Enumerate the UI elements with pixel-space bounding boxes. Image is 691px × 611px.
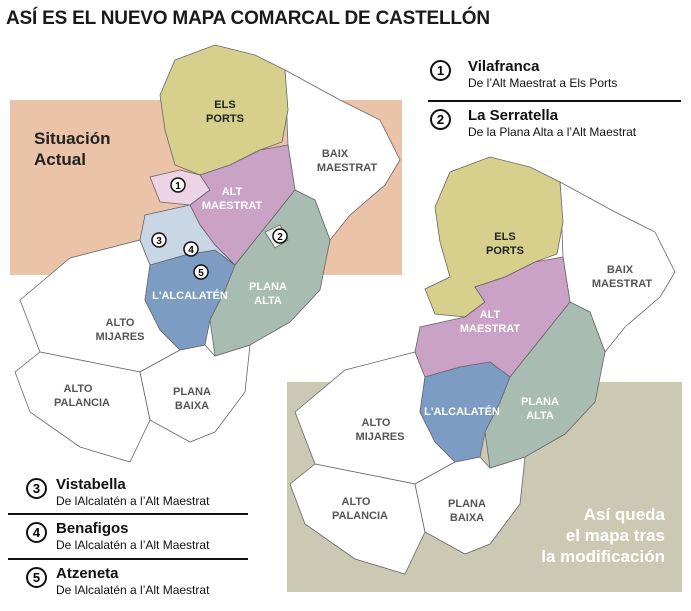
divider (428, 100, 681, 102)
region-alcalaten-new (419, 361, 511, 463)
divider (8, 513, 248, 515)
label-alt-maestrat: ALT (222, 186, 243, 198)
legend-desc: De l’Alt Maestrat a Els Ports (468, 76, 618, 90)
result-label-line-3: la modificación (541, 547, 665, 566)
label-plana-alta-new-2: ALTA (526, 410, 554, 422)
legend-desc: De lAlcalatén a l’Alt Maestrat (56, 583, 210, 597)
marker-2-num: 2 (277, 232, 283, 243)
label-els-ports-2: PORTS (206, 113, 244, 125)
label-baix-maestrat: BAIX (322, 148, 349, 160)
legend-number: 2 (430, 109, 451, 130)
label-alt-maestrat-2: MAESTRAT (202, 200, 263, 212)
current-label: Situación Actual (34, 128, 111, 170)
result-label: Así queda el mapa tras la modificación (541, 504, 665, 567)
label-alcalaten: L'ALCALATÉN (152, 289, 228, 302)
legend-name: Vistabella (56, 476, 126, 493)
marker-1: 1 (170, 177, 186, 193)
result-label-line-1: Así queda (583, 505, 665, 524)
marker-3-num: 3 (156, 236, 162, 247)
label-plana-baixa-new: PLANA (448, 498, 486, 510)
label-alt-maestrat-new-2: MAESTRAT (460, 323, 521, 335)
label-baix-maestrat-new: BAIX (607, 264, 634, 276)
legend-number: 4 (26, 522, 47, 543)
region-vistabella-benafigos-atzeneta (139, 204, 236, 266)
label-els-ports-new: ELS (494, 231, 515, 243)
label-alto-mijares-new-2: MIJARES (356, 431, 405, 443)
label-alto-palancia: ALTO (64, 383, 93, 395)
marker-1-num: 1 (175, 181, 181, 192)
label-alto-palancia-2: PALANCIA (54, 397, 110, 409)
label-plana-baixa-new-2: BAIXA (450, 512, 484, 524)
legend-desc: De lAlcalatén a l’Alt Maestrat (56, 538, 210, 552)
label-els-ports-new-2: PORTS (486, 245, 524, 257)
legend-name: La Serratella (468, 107, 559, 124)
region-alto-palancia (14, 351, 151, 463)
label-alt-maestrat-new: ALT (480, 309, 501, 321)
legend-name: Benafigos (56, 520, 129, 537)
label-alcalaten-new: L'ALCALATÉN (424, 405, 500, 418)
label-alto-mijares: ALTO (106, 317, 135, 329)
label-plana-baixa: PLANA (173, 386, 211, 398)
marker-4: 4 (183, 241, 199, 257)
current-label-line-2: Actual (34, 150, 86, 169)
marker-3: 3 (151, 232, 167, 248)
label-plana-alta-new: PLANA (521, 396, 559, 408)
divider (8, 558, 248, 560)
legend-number: 1 (430, 60, 451, 81)
marker-2: 2 (272, 228, 288, 244)
label-els-ports: ELS (214, 99, 235, 111)
label-baix-maestrat-2: MAESTRAT (317, 162, 378, 174)
result-label-line-2: el mapa tras (565, 526, 665, 545)
marker-5-num: 5 (198, 268, 204, 279)
label-alto-mijares-2: MIJARES (96, 331, 145, 343)
legend-desc: De lAlcalatén a l’Alt Maestrat (56, 494, 210, 508)
legend-desc: De la Plana Alta a l’Alt Maestrat (468, 125, 637, 139)
label-alto-mijares-new: ALTO (362, 417, 391, 429)
legend-number: 5 (26, 567, 47, 588)
label-plana-alta: PLANA (249, 281, 287, 293)
label-plana-alta-2: ALTA (254, 295, 282, 307)
current-label-line-1: Situación (34, 129, 111, 148)
result-map (289, 156, 676, 575)
label-alto-palancia-new: ALTO (342, 496, 371, 508)
label-plana-baixa-2: BAIXA (175, 400, 209, 412)
legend-name: Vilafranca (468, 58, 540, 75)
marker-4-num: 4 (188, 245, 194, 256)
label-baix-maestrat-new-2: MAESTRAT (592, 278, 653, 290)
label-alto-palancia-new-2: PALANCIA (332, 510, 388, 522)
legend-number: 3 (26, 478, 47, 499)
current-map (14, 44, 401, 463)
page-title: ASÍ ES EL NUEVO MAPA COMARCAL DE CASTELL… (6, 8, 490, 29)
legend-name: Atzeneta (56, 565, 119, 582)
marker-5: 5 (193, 264, 209, 280)
